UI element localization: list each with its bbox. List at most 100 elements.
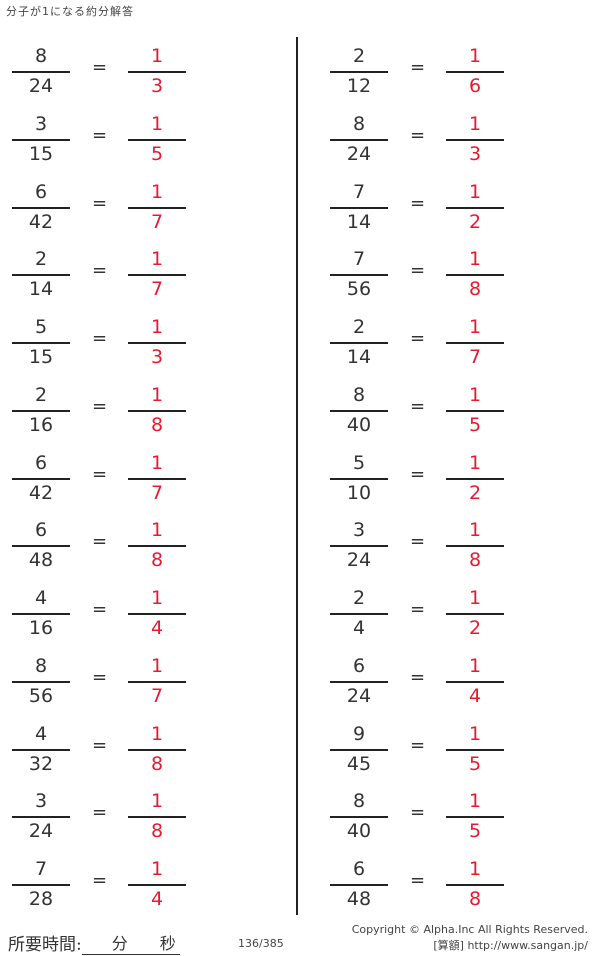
site-link[interactable]: [算額] http://www.sangan.jp/ <box>433 939 588 952</box>
numerator: 6 <box>352 858 366 880</box>
fraction-bar <box>330 680 388 683</box>
numerator: 1 <box>150 722 164 745</box>
equals-sign: = <box>410 666 426 688</box>
denominator: 5 <box>150 142 164 165</box>
time-field: 所要時間: 分秒 <box>8 930 180 955</box>
problem-row: 3 24 = 1 8 <box>0 519 600 579</box>
denominator: 40 <box>346 413 372 436</box>
fraction-bar <box>446 206 504 209</box>
problem-row: 4 16 = 1 4 <box>0 587 600 647</box>
fraction-bar <box>12 477 70 480</box>
equals-sign: = <box>92 260 108 282</box>
fraction-bar <box>128 71 186 73</box>
page-number: 136/385 <box>238 937 284 950</box>
equals-sign: = <box>92 599 108 620</box>
denominator: 45 <box>346 752 372 775</box>
numerator: 8 <box>352 790 366 813</box>
fraction-bar <box>330 884 388 886</box>
fraction-bar <box>128 680 186 683</box>
problem-row: 6 48 = 1 8 <box>0 519 600 579</box>
numerator: 8 <box>352 112 366 135</box>
denominator: 7 <box>468 346 482 368</box>
denominator: 3 <box>468 142 482 165</box>
fraction-bar <box>446 748 504 751</box>
fraction-bar <box>12 71 70 73</box>
fraction-bar <box>330 342 388 344</box>
numerator: 8 <box>34 654 48 677</box>
denominator: 8 <box>468 549 482 572</box>
denominator: 4 <box>468 684 482 707</box>
denominator: 24 <box>346 684 372 707</box>
denominator: 14 <box>346 210 372 233</box>
denominator: 32 <box>28 752 54 775</box>
numerator: 9 <box>352 722 366 745</box>
numerator: 1 <box>150 654 164 677</box>
problem-row: 8 24 = 1 3 <box>0 45 600 105</box>
fraction-bar <box>12 748 70 751</box>
equals-sign: = <box>92 531 108 553</box>
time-blank[interactable]: 分秒 <box>81 934 180 955</box>
equals-sign: = <box>410 395 426 417</box>
denominator: 6 <box>468 75 482 97</box>
numerator: 3 <box>34 112 48 135</box>
numerator: 1 <box>468 654 482 677</box>
problem-row: 8 40 = 1 5 <box>0 790 600 850</box>
numerator: 6 <box>34 451 48 474</box>
numerator: 1 <box>150 316 164 338</box>
numerator: 1 <box>468 248 482 271</box>
problem-row: 8 24 = 1 3 <box>0 113 600 173</box>
denominator: 4 <box>352 617 366 639</box>
problem-row: 8 56 = 1 7 <box>0 655 600 715</box>
equals-sign: = <box>92 124 108 146</box>
equals-sign: = <box>92 328 108 349</box>
fraction-bar <box>128 816 186 819</box>
problem-row: 4 32 = 1 8 <box>0 723 600 783</box>
denominator: 8 <box>150 549 164 572</box>
problem-row: 2 4 = 1 2 <box>0 587 600 647</box>
fraction-bar <box>128 748 186 751</box>
fraction-bar <box>446 274 504 277</box>
numerator: 1 <box>468 858 482 880</box>
problem-row: 2 14 = 1 7 <box>0 316 600 376</box>
equals-sign: = <box>92 463 108 485</box>
denominator: 7 <box>150 684 164 707</box>
fraction-bar <box>330 274 388 277</box>
denominator: 8 <box>468 888 482 910</box>
problem-row: 6 48 = 1 8 <box>0 858 600 918</box>
denominator: 10 <box>346 481 372 504</box>
equals-sign: = <box>92 192 108 214</box>
numerator: 1 <box>468 180 482 203</box>
equals-sign: = <box>410 734 426 756</box>
fraction-bar <box>330 409 388 412</box>
numerator: 7 <box>352 248 366 271</box>
time-label: 所要時間: <box>8 935 82 955</box>
problem-row: 7 14 = 1 2 <box>0 181 600 241</box>
page-title: 分子が1になる約分解答 <box>6 5 134 18</box>
denominator: 48 <box>28 549 54 572</box>
denominator: 2 <box>468 210 482 233</box>
denominator: 8 <box>150 820 164 843</box>
fraction-bar <box>330 545 388 548</box>
problem-row: 2 16 = 1 8 <box>0 384 600 444</box>
numerator: 3 <box>352 519 366 542</box>
equals-sign: = <box>410 463 426 485</box>
numerator: 1 <box>150 112 164 135</box>
numerator: 1 <box>468 383 482 406</box>
denominator: 15 <box>28 142 54 165</box>
numerator: 8 <box>34 45 48 67</box>
numerator: 1 <box>468 790 482 813</box>
numerator: 6 <box>34 180 48 203</box>
denominator: 8 <box>150 413 164 436</box>
numerator: 1 <box>150 790 164 813</box>
equals-sign: = <box>92 734 108 756</box>
problem-row: 7 28 = 1 4 <box>0 858 600 918</box>
fraction-bar <box>128 613 186 615</box>
denominator: 24 <box>28 75 54 97</box>
fraction-bar <box>446 138 504 141</box>
numerator: 2 <box>34 248 48 271</box>
problem-row: 5 15 = 1 3 <box>0 316 600 376</box>
numerator: 1 <box>150 587 164 609</box>
denominator: 24 <box>28 820 54 843</box>
numerator: 4 <box>34 587 48 609</box>
denominator: 8 <box>150 752 164 775</box>
